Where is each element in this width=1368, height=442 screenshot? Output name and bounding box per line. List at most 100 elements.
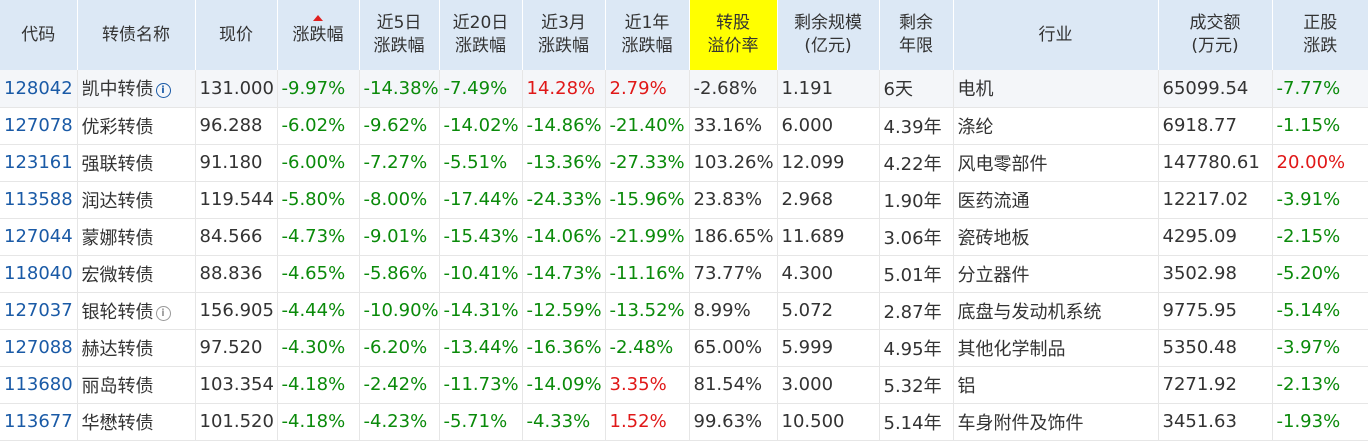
change-3m: -14.86% [521,107,605,145]
sort-up-icon[interactable] [313,14,323,21]
info-icon[interactable]: i [155,83,171,99]
info-icon[interactable]: i [155,305,171,321]
col-20d-change[interactable]: 近20日 涨跌幅 [438,0,522,70]
stock-change: -1.15% [1271,107,1368,145]
volume: 3451.63 [1157,403,1272,441]
col-remaining-years[interactable]: 剩余 年限 [878,0,953,70]
bond-code[interactable]: 127044 [0,218,77,256]
col-stock-change[interactable]: 正股 涨跌 [1271,0,1368,70]
change: -4.18% [276,366,359,404]
col-code[interactable]: 代码 [0,0,77,70]
change-3m: -16.36% [521,329,605,367]
price: 96.288 [194,107,277,145]
premium: 103.26% [688,144,777,182]
change-20d: -11.73% [438,366,522,404]
table-row[interactable]: 127037 银轮转债 i 156.905 -4.44% -10.90% -14.… [0,292,1368,330]
bond-code[interactable]: 113588 [0,181,77,219]
change: -4.65% [276,255,359,293]
change-20d: -14.02% [438,107,522,145]
bond-name[interactable]: 宏微转债 [76,255,195,293]
table-row[interactable]: 128042 凯中转债 i 131.000 -9.97% -14.38% -7.4… [0,70,1368,108]
volume: 5350.48 [1157,329,1272,367]
remaining-years: 6天 [878,70,953,108]
table-row[interactable]: 113588 润达转债 119.544 -5.80% -8.00% -17.44… [0,181,1368,219]
bond-code[interactable]: 127078 [0,107,77,145]
premium: 8.99% [688,292,777,330]
remaining-years: 4.22年 [878,144,953,182]
premium: -2.68% [688,70,777,108]
bond-name[interactable]: 赫达转债 [76,329,195,367]
industry: 其他化学制品 [952,329,1158,367]
premium: 99.63% [688,403,777,441]
industry: 瓷砖地板 [952,218,1158,256]
bond-name[interactable]: 凯中转债 i [76,70,195,108]
change-1y: 1.52% [604,403,689,441]
remaining-years: 1.90年 [878,181,953,219]
bond-code[interactable]: 118040 [0,255,77,293]
change-1y: -2.48% [604,329,689,367]
bond-code[interactable]: 123161 [0,144,77,182]
table-row[interactable]: 113680 丽岛转债 103.354 -4.18% -2.42% -11.73… [0,366,1368,404]
table-row[interactable]: 127078 优彩转债 96.288 -6.02% -9.62% -14.02%… [0,107,1368,145]
remaining-years: 5.32年 [878,366,953,404]
change-1y: -11.16% [604,255,689,293]
col-remaining-scale[interactable]: 剩余规模 (亿元) [776,0,879,70]
change-5d: -5.86% [358,255,439,293]
change-20d: -15.43% [438,218,522,256]
change-3m: 14.28% [521,70,605,108]
table-row[interactable]: 123161 强联转债 91.180 -6.00% -7.27% -5.51% … [0,144,1368,182]
col-change[interactable]: 涨跌幅 [276,0,359,70]
bond-code[interactable]: 127088 [0,329,77,367]
table-row[interactable]: 113677 华懋转债 101.520 -4.18% -4.23% -5.71%… [0,403,1368,441]
change-20d: -10.41% [438,255,522,293]
price: 119.544 [194,181,277,219]
table-row[interactable]: 118040 宏微转债 88.836 -4.65% -5.86% -10.41%… [0,255,1368,293]
volume: 65099.54 [1157,70,1272,108]
volume: 12217.02 [1157,181,1272,219]
price: 97.520 [194,329,277,367]
col-3m-change[interactable]: 近3月 涨跌幅 [521,0,605,70]
change-5d: -6.20% [358,329,439,367]
volume: 3502.98 [1157,255,1272,293]
remaining-years: 5.01年 [878,255,953,293]
change-3m: -4.33% [521,403,605,441]
industry: 医药流通 [952,181,1158,219]
col-industry[interactable]: 行业 [952,0,1158,70]
bond-name[interactable]: 润达转债 [76,181,195,219]
bond-code[interactable]: 128042 [0,70,77,108]
table-row[interactable]: 127088 赫达转债 97.520 -4.30% -6.20% -13.44%… [0,329,1368,367]
bond-name[interactable]: 强联转债 [76,144,195,182]
bond-code[interactable]: 113677 [0,403,77,441]
premium: 23.83% [688,181,777,219]
price: 101.520 [194,403,277,441]
col-1y-change[interactable]: 近1年 涨跌幅 [604,0,689,70]
change: -4.30% [276,329,359,367]
stock-change: -3.97% [1271,329,1368,367]
industry: 分立器件 [952,255,1158,293]
change-20d: -5.51% [438,144,522,182]
remaining-years: 4.95年 [878,329,953,367]
change-1y: -13.52% [604,292,689,330]
bond-name[interactable]: 丽岛转债 [76,366,195,404]
bond-name[interactable]: 银轮转债 i [76,292,195,330]
change-5d: -10.90% [358,292,439,330]
bond-code[interactable]: 127037 [0,292,77,330]
bond-name[interactable]: 蒙娜转债 [76,218,195,256]
change-1y: 3.35% [604,366,689,404]
change-5d: -7.27% [358,144,439,182]
price: 84.566 [194,218,277,256]
change-1y: 2.79% [604,70,689,108]
col-volume[interactable]: 成交额 (万元) [1157,0,1272,70]
header-row: 代码 转债名称 现价 涨跌幅 近5日 涨跌幅 近20日 涨跌幅 近3月 涨跌幅 近1年… [0,0,1368,70]
industry: 底盘与发动机系统 [952,292,1158,330]
bond-name[interactable]: 优彩转债 [76,107,195,145]
stock-change: -5.14% [1271,292,1368,330]
col-premium[interactable]: 转股 溢价率 [688,0,777,70]
change-20d: -14.31% [438,292,522,330]
col-5d-change[interactable]: 近5日 涨跌幅 [358,0,439,70]
bond-code[interactable]: 113680 [0,366,77,404]
table-row[interactable]: 127044 蒙娜转债 84.566 -4.73% -9.01% -15.43%… [0,218,1368,256]
bond-name[interactable]: 华懋转债 [76,403,195,441]
col-name[interactable]: 转债名称 [76,0,195,70]
col-price[interactable]: 现价 [194,0,277,70]
